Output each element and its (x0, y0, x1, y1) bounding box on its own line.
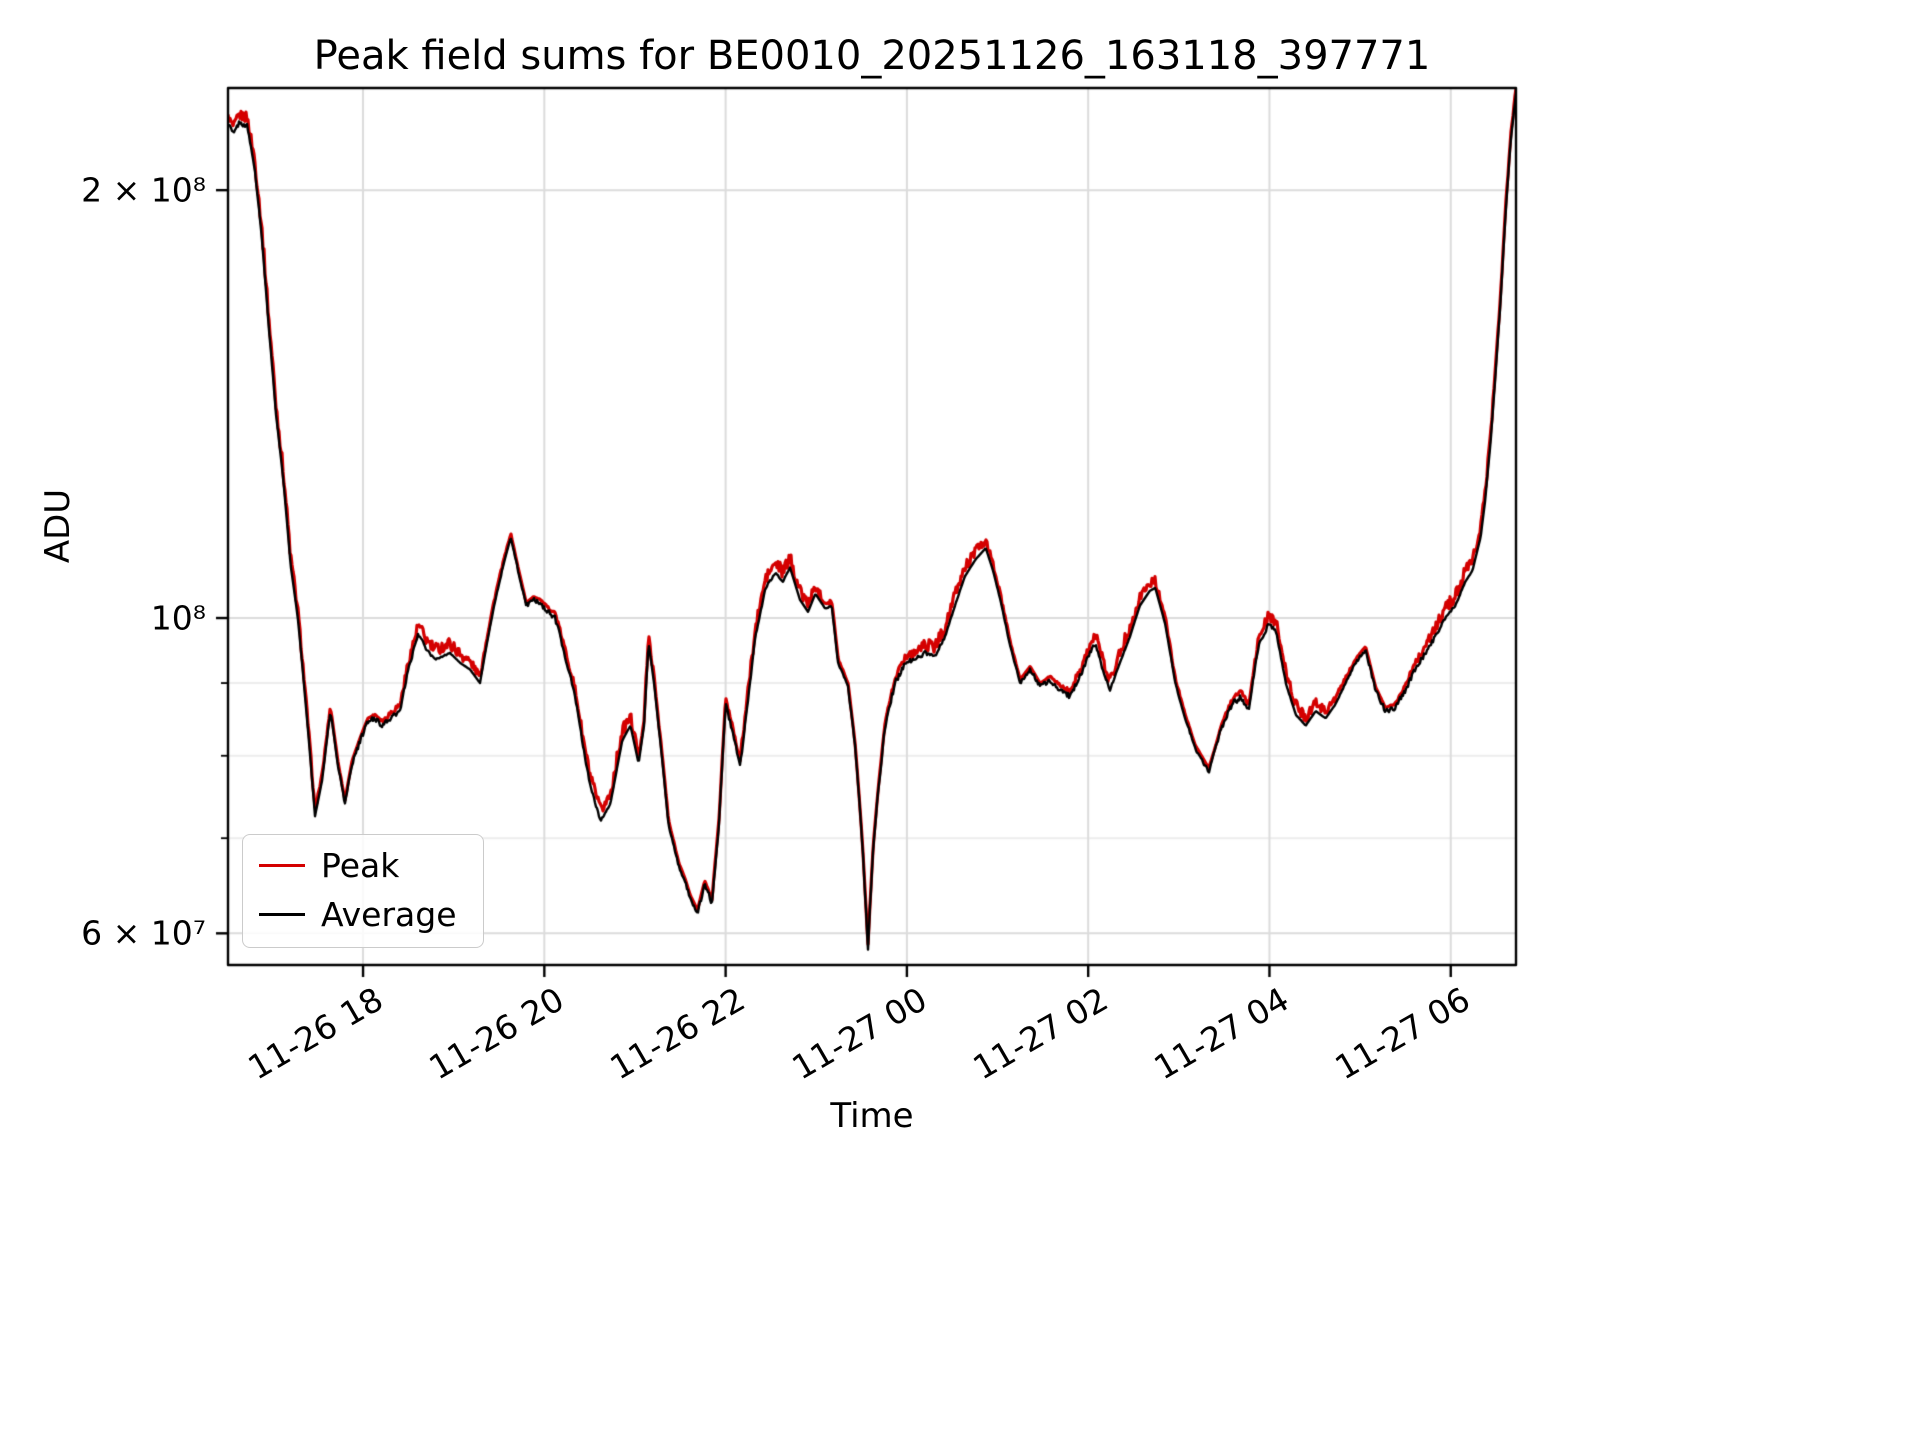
legend-label-average: Average (321, 895, 457, 934)
chart-title: Peak field sums for BE0010_20251126_1631… (313, 33, 1431, 79)
y-tick-label: 10⁸ (150, 598, 206, 638)
y-tick-label: 6 × 10⁷ (81, 913, 206, 953)
y-axis-label: ADU (38, 488, 78, 564)
legend-entry-average: Average (259, 892, 457, 937)
legend: Peak Average (242, 834, 484, 948)
average-line-sample-icon (259, 913, 305, 916)
legend-label-peak: Peak (321, 846, 400, 885)
peak-line-sample-icon (259, 864, 305, 867)
x-axis-label: Time (830, 1096, 914, 1136)
legend-entry-peak: Peak (259, 843, 457, 888)
y-tick-label: 2 × 10⁸ (81, 170, 206, 210)
